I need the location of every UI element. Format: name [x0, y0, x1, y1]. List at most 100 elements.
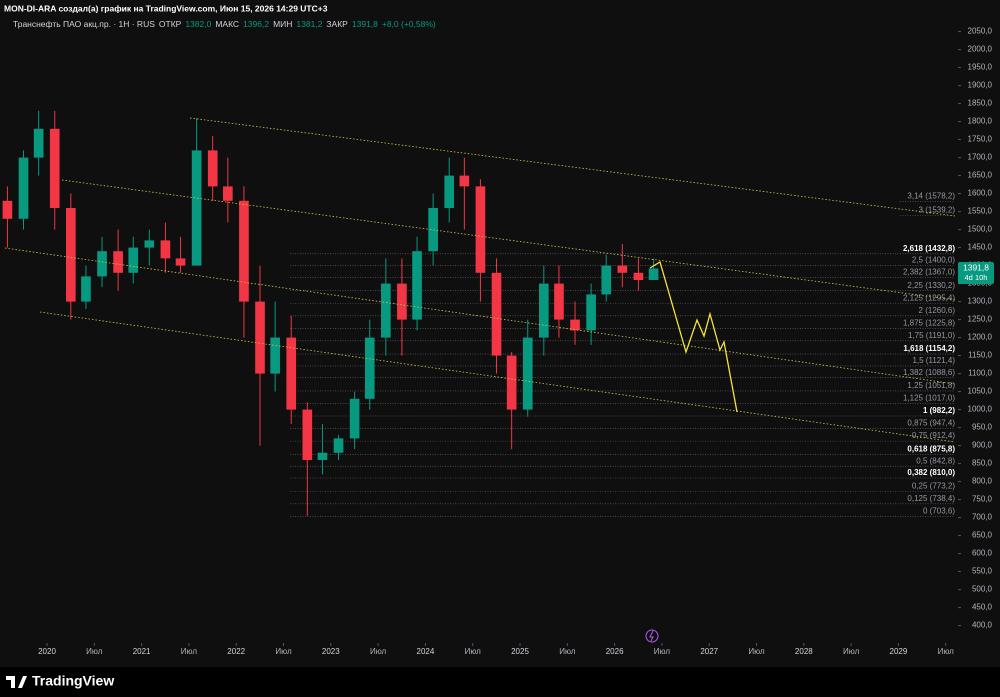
candle-body	[18, 157, 29, 219]
x-tick-label: 2024	[417, 647, 435, 656]
candle-body	[648, 268, 659, 280]
fib-label: 0,5 (842,8)	[916, 456, 955, 465]
x-tick-label: Июл	[465, 647, 482, 656]
y-tick-label: 650,0	[972, 531, 993, 540]
fib-label: 0,125 (738,4)	[907, 494, 955, 503]
symbol: Транснефть ПАО акц.пр. · 1H · RUS	[13, 19, 155, 29]
header-symbol: Транснефть ПАО акц.пр. · 1H · RUS ОТКР 138…	[13, 19, 436, 29]
candle-body	[459, 175, 470, 187]
candle-body	[191, 150, 202, 266]
event-icon[interactable]	[645, 629, 659, 643]
ohlc-key: ОТКР	[159, 19, 182, 29]
y-tick-label: 1100,0	[968, 369, 992, 378]
candle-body	[175, 258, 186, 266]
fib-label: 3 (1539,2)	[919, 206, 956, 215]
candle-body	[633, 272, 644, 280]
x-tick-label: Июл	[275, 647, 292, 656]
y-tick-label: 750,0	[972, 495, 993, 504]
symbol-line: Транснефть ПАО акц.пр. · 1H · RUS ОТКР 138…	[13, 19, 436, 29]
y-tick-label: 1900,0	[968, 81, 993, 90]
candle-body	[255, 301, 265, 374]
y-tick-label: 1050,0	[968, 387, 993, 396]
candle-body	[207, 150, 218, 187]
candle-body	[586, 294, 596, 331]
brand-name: TradingView	[32, 673, 114, 689]
y-tick-label: 1750,0	[968, 135, 993, 144]
fib-label: 2,5 (1400,0)	[912, 256, 955, 265]
x-tick-label: 2021	[133, 647, 151, 656]
x-tick-label: Июл	[370, 647, 387, 656]
candle-body	[2, 200, 13, 219]
x-tick-label: Июл	[86, 647, 103, 656]
x-tick-label: 2028	[795, 647, 813, 656]
x-tick-label: Июл	[938, 647, 955, 656]
candle-body	[617, 265, 628, 273]
x-tick-label: Июл	[559, 647, 576, 656]
candle-body	[428, 208, 438, 252]
y-tick-label: 1700,0	[968, 153, 993, 162]
x-tick-label: 2027	[700, 647, 718, 656]
candle-body	[144, 240, 155, 248]
y-tick-label: 1300,0	[968, 297, 993, 306]
candle-body	[333, 438, 344, 453]
candle-body	[349, 398, 360, 439]
x-tick-label: 2023	[322, 647, 340, 656]
y-tick-label: 1950,0	[968, 63, 993, 72]
y-tick-label: 1600,0	[968, 189, 993, 198]
price-badge-price: 1391,8	[963, 262, 989, 272]
candle-body	[286, 337, 297, 410]
candle-body	[239, 200, 249, 302]
y-tick-label: 500,0	[972, 585, 993, 594]
candle-body	[113, 251, 123, 273]
y-tick-label: 700,0	[972, 513, 993, 522]
candle-body	[397, 283, 407, 320]
y-tick-label: 1250,0	[968, 315, 993, 324]
candle-body	[444, 175, 455, 208]
x-tick-label: Июл	[843, 647, 860, 656]
candle-body	[270, 337, 280, 374]
fib-label: 0,75 (912,4)	[912, 431, 955, 440]
candle-body	[65, 208, 76, 302]
fib-label: 2,618 (1432,8)	[903, 244, 955, 253]
y-tick-label: 800,0	[972, 477, 993, 486]
candle-body	[506, 355, 517, 410]
fib-label: 1,875 (1225,8)	[903, 318, 955, 327]
fib-label: 1,5 (1121,4)	[912, 356, 955, 365]
candle-body	[570, 319, 580, 331]
candle-body	[475, 186, 486, 273]
y-tick-label: 450,0	[972, 603, 993, 612]
candle-body	[223, 186, 233, 201]
fib-label: 0,25 (773,2)	[912, 481, 955, 490]
footer	[0, 667, 1000, 697]
trend-channel	[4, 117, 956, 443]
x-tick-label: 2025	[511, 647, 529, 656]
x-tick-label: 2022	[227, 647, 245, 656]
fib-label: 1,382 (1088,6)	[903, 368, 955, 377]
candle-body	[522, 337, 533, 410]
author-line: MON-DI-ARA создал(а) график на TradingVi…	[4, 3, 328, 13]
y-tick-label: 1000,0	[968, 405, 993, 414]
candle-body	[302, 409, 313, 460]
y-tick-label: 2000,0	[968, 45, 993, 54]
candle-body	[160, 240, 171, 259]
y-tick-label: 1500,0	[968, 225, 993, 234]
y-tick-label: 1800,0	[968, 117, 993, 126]
x-tick-label: Июл	[748, 647, 765, 656]
fib-label: 0,875 (947,4)	[907, 419, 955, 428]
fib-label: 0,618 (875,8)	[907, 444, 955, 453]
ohlc-value: 1396,2	[243, 19, 269, 29]
candle-body	[317, 452, 328, 460]
candle-body	[554, 283, 564, 320]
y-tick-label: 600,0	[972, 549, 993, 558]
candle-body	[601, 265, 612, 295]
brand-logo	[6, 676, 27, 688]
fib-label: 1,25 (1051,8)	[907, 381, 955, 390]
change: +8,0 (+0,58%)	[382, 19, 436, 29]
forecast-path	[649, 261, 738, 413]
y-tick-label: 850,0	[972, 459, 993, 468]
y-tick-label: 1450,0	[968, 243, 993, 252]
y-tick-label: 1200,0	[968, 333, 993, 342]
candle-body	[381, 283, 391, 338]
fib-label: 1,75 (1191,0)	[908, 331, 955, 340]
